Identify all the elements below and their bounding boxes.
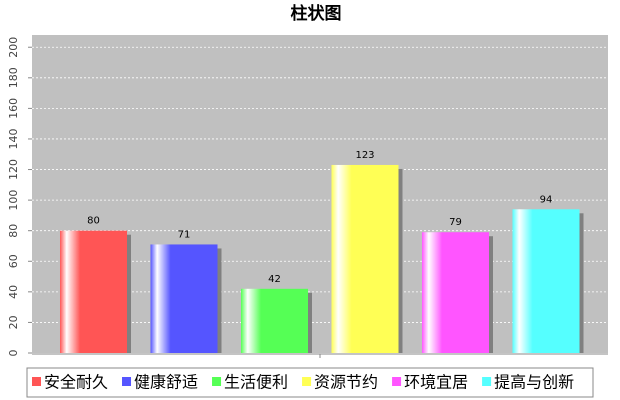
bar bbox=[60, 230, 127, 353]
legend-label: 健康舒适 bbox=[134, 373, 198, 392]
legend-label: 环境宜居 bbox=[404, 373, 468, 392]
legend-swatch bbox=[212, 377, 222, 386]
legend-swatch bbox=[122, 377, 132, 386]
bar bbox=[512, 209, 580, 353]
legend-label: 提高与创新 bbox=[494, 373, 574, 392]
y-tick-label: 180 bbox=[7, 67, 20, 88]
chart-title: 柱状图 bbox=[291, 3, 342, 24]
legend-swatch bbox=[482, 377, 492, 386]
value-label: 123 bbox=[355, 150, 374, 161]
y-tick-label: 0 bbox=[7, 350, 20, 357]
value-label: 42 bbox=[268, 274, 281, 285]
value-label: 80 bbox=[87, 216, 100, 227]
legend-label: 生活便利 bbox=[224, 373, 288, 392]
legend-swatch bbox=[392, 377, 402, 386]
y-tick-label: 160 bbox=[7, 98, 20, 119]
y-tick-label: 140 bbox=[7, 128, 20, 149]
bar bbox=[422, 232, 489, 353]
y-tick-label: 80 bbox=[7, 224, 20, 238]
y-tick-label: 100 bbox=[7, 190, 20, 211]
value-label: 94 bbox=[540, 194, 553, 205]
bar bbox=[331, 164, 399, 353]
y-tick-label: 120 bbox=[7, 159, 20, 180]
y-tick-label: 20 bbox=[7, 315, 20, 329]
y-tick-label: 60 bbox=[7, 254, 20, 268]
value-label: 71 bbox=[178, 229, 191, 240]
legend-swatch bbox=[302, 377, 312, 386]
y-tick-label: 200 bbox=[7, 37, 20, 58]
legend-label: 安全耐久 bbox=[44, 373, 108, 392]
legend-swatch bbox=[32, 377, 41, 386]
legend-label: 资源节约 bbox=[314, 373, 378, 392]
value-label: 79 bbox=[449, 217, 462, 228]
bar bbox=[241, 288, 308, 353]
y-tick-label: 40 bbox=[7, 285, 20, 299]
bar bbox=[150, 244, 218, 353]
